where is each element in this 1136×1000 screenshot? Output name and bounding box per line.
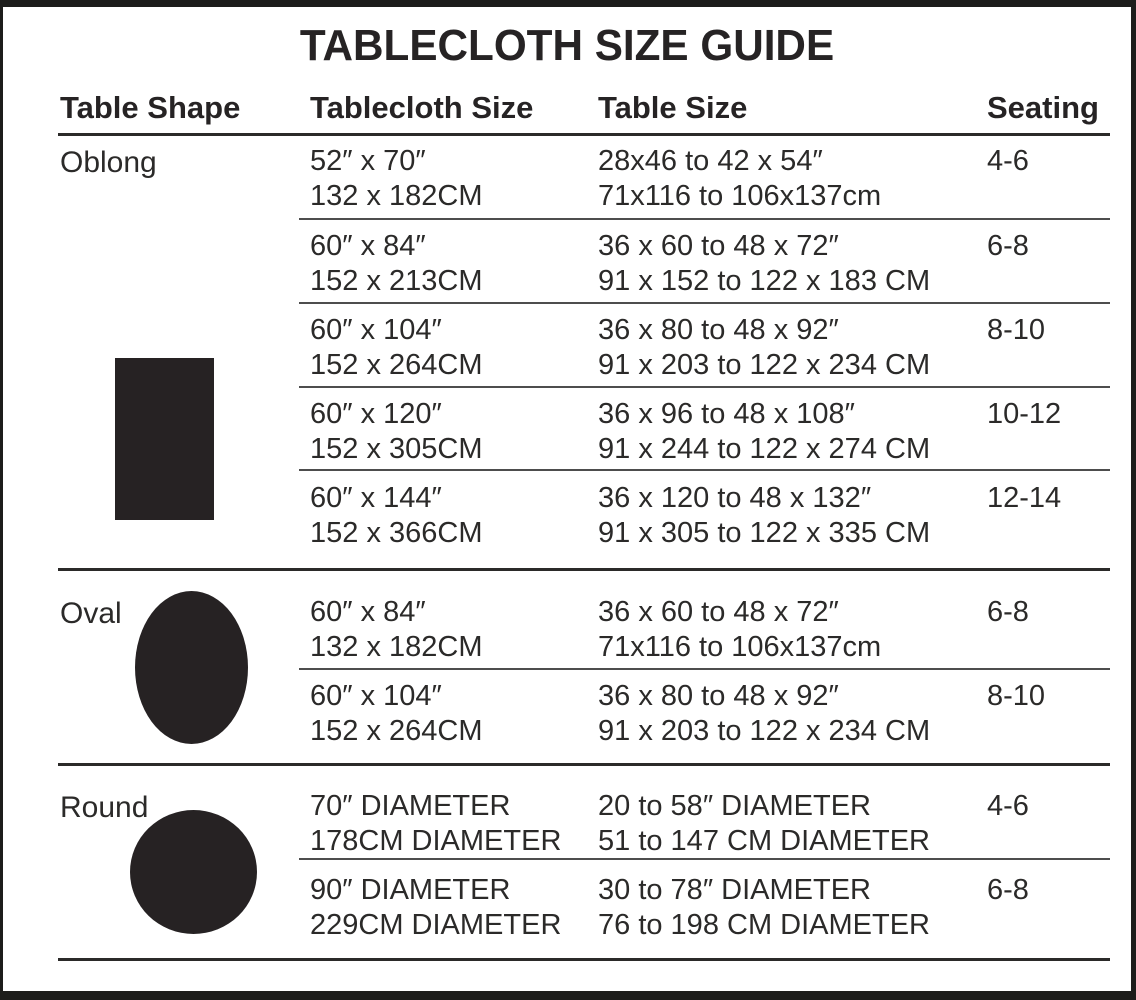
column-header-tablecloth-size: Tablecloth Size [310, 90, 534, 125]
cell-seating: 6-8 [987, 230, 1029, 262]
cell-seating: 6-8 [987, 596, 1029, 628]
size-inches: 70″ DIAMETER [310, 790, 511, 822]
size-inches: 20 to 58″ DIAMETER [598, 790, 871, 822]
oblong-shape-icon [115, 358, 214, 520]
bottom-divider [58, 958, 1110, 961]
cell-tablecloth-size: 90″ DIAMETER 229CM DIAMETER [310, 873, 561, 943]
size-cm: 91 x 152 to 122 x 183 CM [598, 265, 931, 297]
size-inches: 60″ x 84″ [310, 596, 426, 628]
cell-seating: 8-10 [987, 680, 1046, 712]
row-divider [299, 218, 1110, 220]
size-cm: 152 x 366CM [310, 517, 483, 549]
row-divider [299, 469, 1110, 471]
size-inches: 90″ DIAMETER [310, 874, 511, 906]
cell-tablecloth-size: 60″ x 104″ 152 x 264CM [310, 679, 483, 749]
cell-seating: 4-6 [987, 790, 1029, 822]
size-cm: 132 x 182CM [310, 631, 483, 663]
size-cm: 152 x 264CM [310, 715, 483, 747]
size-cm: 152 x 305CM [310, 433, 483, 465]
section-label-oblong: Oblong [60, 146, 157, 179]
size-cm: 132 x 182CM [310, 180, 483, 212]
size-inches: 52″ x 70″ [310, 145, 426, 177]
size-inches: 36 x 80 to 48 x 92″ [598, 314, 839, 346]
size-inches: 60″ x 144″ [310, 482, 442, 514]
section-label-round: Round [60, 791, 149, 824]
size-cm: 91 x 244 to 122 x 274 CM [598, 433, 931, 465]
size-inches: 60″ x 120″ [310, 398, 442, 430]
cell-table-size: 36 x 120 to 48 x 132″ 91 x 305 to 122 x … [598, 481, 930, 551]
cell-tablecloth-size: 60″ x 144″ 152 x 366CM [310, 481, 483, 551]
size-cm: 51 to 147 CM DIAMETER [598, 825, 930, 857]
cell-tablecloth-size: 60″ x 84″ 152 x 213CM [310, 229, 483, 299]
cell-tablecloth-size: 60″ x 104″ 152 x 264CM [310, 313, 483, 383]
page-title: TABLECLOTH SIZE GUIDE [299, 21, 835, 70]
cell-seating: 12-14 [987, 482, 1062, 514]
cell-tablecloth-size: 60″ x 84″ 132 x 182CM [310, 595, 483, 665]
size-cm: 152 x 264CM [310, 349, 483, 381]
row-divider [299, 302, 1110, 304]
size-inches: 28x46 to 42 x 54″ [598, 145, 823, 177]
size-cm: 91 x 305 to 122 x 335 CM [598, 517, 931, 549]
header-underline [58, 133, 1110, 136]
size-inches: 30 to 78″ DIAMETER [598, 874, 871, 906]
cell-table-size: 36 x 80 to 48 x 92″ 91 x 203 to 122 x 23… [598, 679, 930, 749]
cell-tablecloth-size: 52″ x 70″ 132 x 182CM [310, 144, 483, 214]
section-divider [58, 568, 1110, 571]
size-inches: 36 x 96 to 48 x 108″ [598, 398, 855, 430]
size-inches: 36 x 120 to 48 x 132″ [598, 482, 872, 514]
size-cm: 229CM DIAMETER [310, 909, 562, 941]
cell-seating: 8-10 [987, 314, 1046, 346]
size-cm: 152 x 213CM [310, 265, 483, 297]
row-divider [299, 668, 1110, 670]
round-shape-icon [130, 810, 257, 934]
section-label-oval: Oval [60, 597, 122, 630]
size-inches: 36 x 80 to 48 x 92″ [598, 680, 839, 712]
section-divider [58, 763, 1110, 766]
cell-seating: 10-12 [987, 398, 1062, 430]
size-cm: 76 to 198 CM DIAMETER [598, 909, 930, 941]
cell-table-size: 36 x 96 to 48 x 108″ 91 x 244 to 122 x 2… [598, 397, 930, 467]
column-header-seating: Seating [987, 90, 1099, 125]
cell-tablecloth-size: 60″ x 120″ 152 x 305CM [310, 397, 483, 467]
size-inches: 60″ x 104″ [310, 314, 442, 346]
size-cm: 91 x 203 to 122 x 234 CM [598, 349, 931, 381]
size-cm: 71x116 to 106x137cm [598, 180, 882, 212]
row-divider [299, 386, 1110, 388]
size-cm: 91 x 203 to 122 x 234 CM [598, 715, 931, 747]
cell-table-size: 20 to 58″ DIAMETER 51 to 147 CM DIAMETER [598, 789, 930, 859]
cell-table-size: 36 x 80 to 48 x 92″ 91 x 203 to 122 x 23… [598, 313, 930, 383]
column-header-table-size: Table Size [598, 90, 748, 125]
cell-seating: 4-6 [987, 145, 1029, 177]
cell-table-size: 36 x 60 to 48 x 72″ 91 x 152 to 122 x 18… [598, 229, 930, 299]
size-inches: 36 x 60 to 48 x 72″ [598, 596, 839, 628]
cell-tablecloth-size: 70″ DIAMETER 178CM DIAMETER [310, 789, 561, 859]
size-inches: 60″ x 104″ [310, 680, 442, 712]
cell-table-size: 36 x 60 to 48 x 72″ 71x116 to 106x137cm [598, 595, 881, 665]
oval-shape-icon [135, 591, 248, 744]
size-cm: 71x116 to 106x137cm [598, 631, 882, 663]
row-divider [299, 858, 1110, 860]
cell-table-size: 30 to 78″ DIAMETER 76 to 198 CM DIAMETER [598, 873, 930, 943]
cell-table-size: 28x46 to 42 x 54″ 71x116 to 106x137cm [598, 144, 881, 214]
cell-seating: 6-8 [987, 874, 1029, 906]
column-header-table-shape: Table Shape [60, 90, 241, 125]
size-inches: 60″ x 84″ [310, 230, 426, 262]
size-inches: 36 x 60 to 48 x 72″ [598, 230, 839, 262]
size-cm: 178CM DIAMETER [310, 825, 562, 857]
